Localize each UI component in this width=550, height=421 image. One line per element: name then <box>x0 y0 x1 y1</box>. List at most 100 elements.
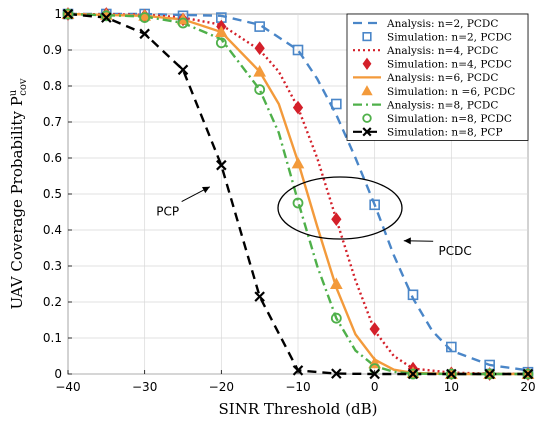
marker-circle <box>445 368 457 380</box>
marker-x-stroke <box>139 28 150 40</box>
marker-square <box>292 44 304 56</box>
marker-x-stroke <box>331 368 342 379</box>
marker-circle <box>215 37 227 49</box>
marker-triangle <box>214 25 228 37</box>
legend-entry: Analysis: n=4, PCDC <box>386 45 498 57</box>
x-tick-label: 20 <box>520 380 535 394</box>
series-line <box>68 12 529 372</box>
marker-x <box>331 368 342 379</box>
y-tick-label: 0.6 <box>43 151 62 165</box>
x-axis-title: SINR Threshold (dB) <box>219 400 378 418</box>
y-tick-label: 0 <box>54 367 62 381</box>
y-tick-label: 0.5 <box>43 187 62 201</box>
marker-circle <box>484 368 496 380</box>
y-tick-label: 0.8 <box>43 79 62 93</box>
marker-x-stroke <box>369 368 380 380</box>
legend-entry: Simulation: n =6, PCDC <box>387 86 515 98</box>
marker-circle <box>139 12 151 24</box>
marker-x <box>177 64 189 76</box>
marker-x-stroke <box>362 127 372 137</box>
y-tick-label: 0.7 <box>43 115 62 129</box>
marker-diamond <box>362 57 372 70</box>
marker-triangle <box>138 9 152 21</box>
marker-x <box>369 368 380 380</box>
y-tick-label: 0.2 <box>43 295 62 309</box>
marker-x-stroke <box>216 159 227 171</box>
x-tick-label: 0 <box>371 380 379 394</box>
marker-diamond <box>292 100 304 115</box>
marker-triangle <box>361 85 373 96</box>
y-tick-label: 1 <box>54 7 62 21</box>
marker-x <box>522 368 534 380</box>
y-tick-label: 0.3 <box>43 259 62 273</box>
y-tick-label: 0.9 <box>43 43 62 57</box>
series-line <box>67 12 528 376</box>
legend-entry: Simulation: n=8, PCP <box>387 127 503 139</box>
marker-x-stroke <box>292 365 304 376</box>
x-tick-label: 10 <box>444 380 459 394</box>
y-tick-label: 0.1 <box>43 331 62 345</box>
marker-triangle <box>253 65 267 77</box>
legend-entry: Analysis: n=2, PCDC <box>386 18 498 30</box>
marker-square <box>446 341 457 353</box>
x-tick-label: −20 <box>209 380 234 394</box>
marker-circle <box>100 10 112 22</box>
y-axis-title: UAV Coverage Probability Pucov <box>8 78 29 309</box>
marker-circle <box>62 8 74 20</box>
marker-circle <box>522 368 534 380</box>
marker-x-stroke <box>101 12 112 23</box>
legend-entry: Analysis: n=8, PCDC <box>386 99 498 111</box>
x-tick-label: −40 <box>55 380 80 394</box>
marker-x <box>254 291 265 302</box>
marker-circle <box>177 17 189 29</box>
marker-circle <box>330 312 342 324</box>
grid <box>67 13 529 375</box>
marker-diamond <box>369 322 380 336</box>
marker-circle <box>292 197 304 209</box>
legend-entry: Simulation: n=2, PCDC <box>387 31 512 43</box>
marker-x <box>484 368 495 380</box>
marker-x <box>407 368 419 380</box>
annotation-arrowhead <box>202 186 210 194</box>
series-markers <box>61 7 535 381</box>
marker-x <box>62 8 74 20</box>
marker-square <box>362 31 372 42</box>
marker-x <box>446 368 457 380</box>
legend-entry: Simulation: n=8, PCDC <box>387 113 512 125</box>
marker-x-stroke <box>522 368 534 380</box>
y-axis-title-sup: u <box>8 89 19 96</box>
marker-x-stroke <box>62 8 74 20</box>
marker-triangle <box>291 156 305 169</box>
marker-diamond <box>331 212 342 227</box>
y-axis-title-sub: cov <box>18 78 29 96</box>
marker-x <box>362 127 372 137</box>
marker-x <box>101 12 112 23</box>
marker-circle <box>407 368 419 380</box>
x-tick-label: −10 <box>285 380 310 394</box>
y-axis-title-main: UAV Coverage Probability P <box>8 96 26 309</box>
annotation-arrowhead <box>403 237 411 245</box>
x-tick-label: −30 <box>132 380 157 394</box>
marker-x <box>139 28 150 40</box>
marker-circle <box>362 113 372 123</box>
marker-square <box>369 199 380 211</box>
marker-square <box>407 289 419 301</box>
marker-triangle <box>329 277 343 289</box>
marker-x-stroke <box>177 64 189 76</box>
marker-circle <box>254 84 266 95</box>
marker-square <box>254 21 265 32</box>
marker-x-stroke <box>484 368 495 380</box>
marker-x-stroke <box>254 291 265 302</box>
annotation-label: PCP <box>156 205 179 219</box>
legend-entry: Simulation: n=4, PCDC <box>387 59 512 71</box>
marker-square <box>331 98 342 110</box>
marker-x-stroke <box>407 368 419 380</box>
marker-x-stroke <box>446 368 457 380</box>
marker-diamond <box>254 41 265 56</box>
pcdc-ellipse <box>277 176 403 240</box>
marker-x <box>216 159 227 171</box>
annotations: PCP PCDC <box>156 176 472 258</box>
marker-x <box>292 365 304 376</box>
